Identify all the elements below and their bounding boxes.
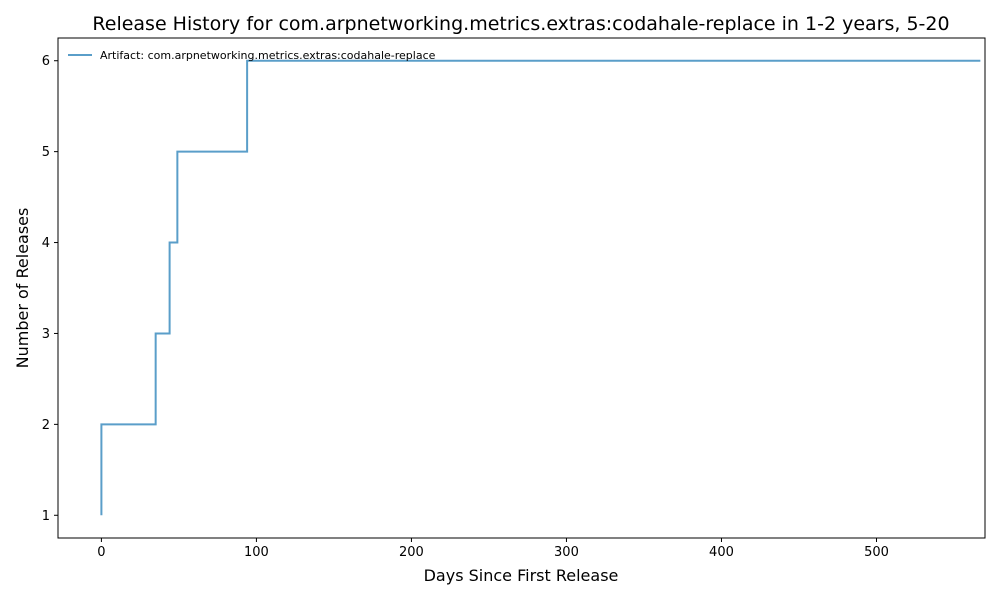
y-tick-label: 3	[42, 327, 50, 342]
x-axis-label: Days Since First Release	[424, 566, 619, 585]
legend-entry-label: Artifact: com.arpnetworking.metrics.extr…	[100, 49, 436, 62]
series-line-codahale-replace	[100, 59, 981, 516]
legend: Artifact: com.arpnetworking.metrics.extr…	[68, 49, 436, 62]
y-tick-label: 2	[42, 418, 50, 433]
chart-title: Release History for com.arpnetworking.me…	[92, 13, 949, 35]
plot-frame	[57, 37, 986, 539]
x-tick-label: 400	[709, 545, 734, 560]
x-tick-label: 300	[554, 545, 579, 560]
plot-area	[57, 37, 986, 539]
y-tick-label: 6	[42, 54, 50, 69]
x-tick-label: 0	[97, 545, 105, 560]
x-tick-label: 500	[864, 545, 889, 560]
y-tick-label: 4	[42, 236, 50, 251]
x-tick-label: 200	[399, 545, 424, 560]
x-axis-ticks: 0 100 200 300 400 500	[97, 538, 889, 560]
y-axis-label: Number of Releases	[13, 208, 32, 369]
y-tick-label: 5	[42, 145, 50, 160]
x-tick-label: 100	[244, 545, 269, 560]
y-tick-label: 1	[42, 509, 50, 524]
y-axis-ticks: 1 2 3 4 5 6	[42, 54, 58, 524]
